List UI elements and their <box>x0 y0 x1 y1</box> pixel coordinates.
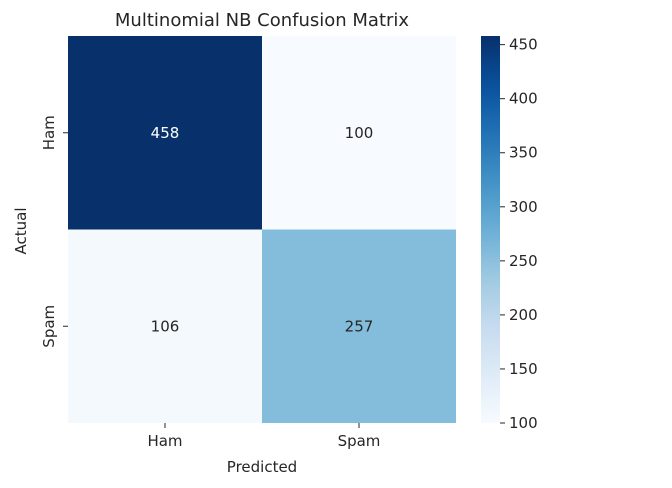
x-axis-ticks: Ham Spam <box>147 423 380 450</box>
y-tick-label: Spam <box>40 305 58 348</box>
colorbar-ticks: 100 150 200 250 300 350 400 450 <box>500 36 538 432</box>
heatmap-cell <box>262 229 456 423</box>
colorbar-tick-label: 400 <box>509 90 538 108</box>
cell-value-label: 106 <box>151 317 180 335</box>
cell-value-label: 100 <box>345 124 374 142</box>
x-tick-label: Spam <box>338 432 381 450</box>
colorbar-tick-label: 250 <box>509 252 538 270</box>
colorbar-tick-label: 100 <box>509 414 538 432</box>
colorbar <box>481 36 500 423</box>
colorbar-tick-label: 150 <box>509 360 538 378</box>
heatmap-cell <box>68 36 262 230</box>
cell-value-label: 257 <box>345 317 374 335</box>
colorbar-tick-label: 350 <box>509 144 538 162</box>
y-tick-label: Ham <box>40 115 58 150</box>
x-tick-label: Ham <box>147 432 182 450</box>
colorbar-tick-label: 200 <box>509 306 538 324</box>
colorbar-tick-label: 450 <box>509 36 538 54</box>
y-axis-label: Actual <box>12 208 30 255</box>
chart-title: Multinomial NB Confusion Matrix <box>115 10 410 31</box>
x-axis-label: Predicted <box>227 458 297 476</box>
colorbar-tick-label: 300 <box>509 198 538 216</box>
heatmap-cell <box>68 229 262 423</box>
y-axis-ticks: Ham Spam <box>40 115 68 348</box>
heatmap-cells: 458 100 106 257 <box>68 36 456 423</box>
heatmap-cell <box>262 36 456 230</box>
cell-value-label: 458 <box>151 124 180 142</box>
